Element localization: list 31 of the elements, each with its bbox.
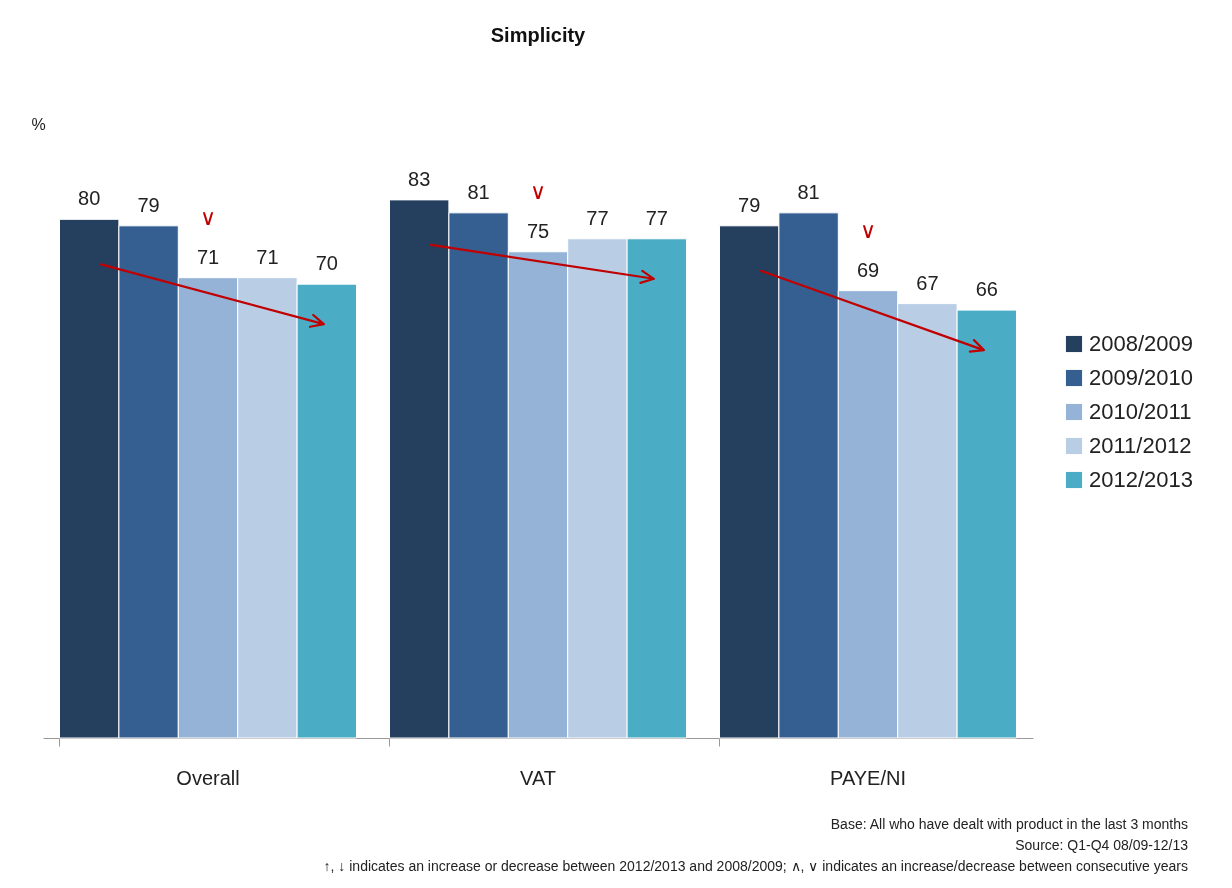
data-label: 71 [196,245,220,268]
annotation: ∨ [200,204,216,230]
x-tick-label: Overall [176,766,240,789]
data-label: 77 [586,206,609,229]
data-label: 79 [137,193,160,216]
source-note: Source: Q1-Q4 08/09-12/13 [1014,836,1188,855]
legend-label: 2009/2010 [1089,365,1193,390]
data-label: 70 [315,252,338,275]
data-label: 66 [975,278,998,301]
legend-label: 2010/2011 [1089,399,1192,424]
data-label: 81 [467,180,490,203]
data-label: 79 [738,193,761,216]
chart-title: Simplicity [490,24,587,46]
legend-label: 2008/2009 [1089,331,1193,356]
data-label: 83 [408,167,431,190]
data-label: 80 [78,187,101,210]
y-axis-title: % [31,115,46,133]
text: ↑, ↓ indicates an increase or decrease between 2012/2013 and 2008/2009; ∧, ∨ indicates an increase/decrease between consecutive years [323,857,1188,876]
annotation: ∨ [530,178,546,204]
data-label: 69 [856,258,880,281]
legend-label: 2011/2012 [1089,433,1192,458]
x-tick-label: VAT [520,766,556,789]
data-label: 81 [797,180,820,203]
data-label: 67 [916,271,939,294]
data-label: 71 [256,245,279,268]
text: Base: All who have dealt with product in the last 3 months [829,815,1188,834]
annotation: ∨ [860,217,876,243]
legend-label: 2012/2013 [1089,467,1193,492]
data-label: 77 [645,206,668,229]
data-label: 75 [526,219,550,242]
x-tick-label: PAYE/NI [830,766,906,789]
